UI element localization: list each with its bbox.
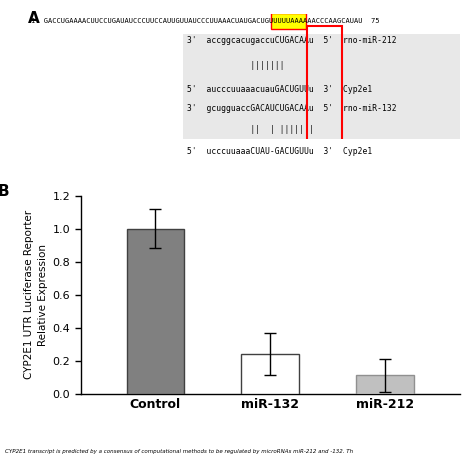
Text: 5'  ucccuuaaaCUAU-GACUGUUu  3'  Cyp2e1: 5' ucccuuaaaCUAU-GACUGUUu 3' Cyp2e1 (187, 147, 372, 156)
Bar (271, 13, 306, 29)
Text: B: B (0, 184, 9, 199)
Text: 3'  accggcacugaccuCUGACAAu  5'  rno-miR-212: 3' accggcacugaccuCUGACAAu 5' rno-miR-212 (187, 37, 396, 45)
Y-axis label: CYP2E1 UTR Luciferase Reporter
Relative Expression: CYP2E1 UTR Luciferase Reporter Relative … (24, 210, 48, 379)
Text: A: A (27, 12, 39, 26)
Bar (307, 26, 342, 154)
Text: ||  | |||||||: || | ||||||| (187, 125, 313, 134)
Text: |||||||: ||||||| (187, 62, 284, 70)
Text: CYP2E1 transcript is predicted by a consensus of computational methods to be reg: CYP2E1 transcript is predicted by a cons… (5, 449, 353, 454)
Bar (127, 229, 184, 394)
Text: 3'  gcugguaccGACAUCUGACAAu  5'  rno-miR-132: 3' gcugguaccGACAUCUGACAAu 5' rno-miR-132 (187, 104, 396, 113)
Bar (183, 34, 474, 139)
Text: 1  GACCUGAAAACUUCCUGAUAUCCCUUCCAUUGUUAUCCCUUAAACUAUGACUGUUUUUAAAAAACCCAAGCAUAU  : 1 GACCUGAAAACUUCCUGAUAUCCCUUCCAUUGUUAUCC… (31, 18, 380, 24)
Bar (241, 354, 299, 394)
Bar (356, 375, 414, 394)
Text: 5'  aucccuuaaacuauGACUGUUu  3'  Cyp2e1: 5' aucccuuaaacuauGACUGUUu 3' Cyp2e1 (187, 85, 372, 94)
